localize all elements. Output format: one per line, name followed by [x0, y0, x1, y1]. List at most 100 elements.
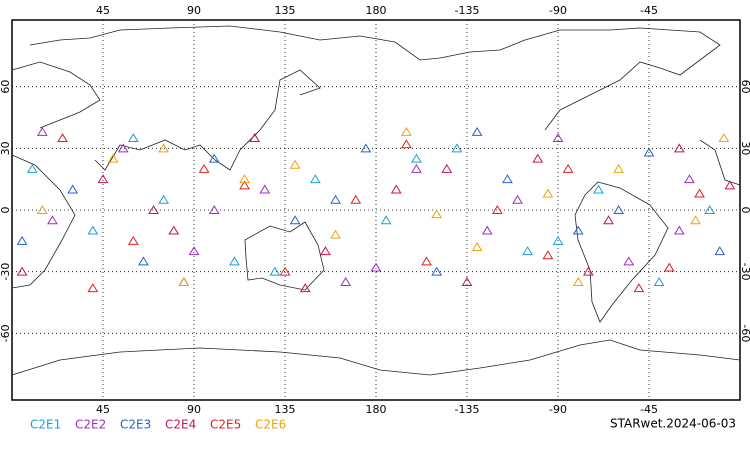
- station-marker: [653, 276, 665, 286]
- station-marker: [97, 174, 109, 184]
- station-marker: [532, 153, 544, 163]
- station-marker: [350, 194, 362, 204]
- station-marker: [451, 143, 463, 153]
- x-tick-label: -90: [549, 403, 567, 416]
- station-marker: [158, 143, 170, 153]
- station-marker: [613, 205, 625, 214]
- station-marker: [663, 262, 675, 272]
- x-tick-label: -90: [549, 4, 567, 17]
- station-marker: [138, 256, 149, 266]
- y-tick-label: 30: [0, 141, 12, 155]
- station-marker: [380, 215, 392, 225]
- y-tick-label: 30: [739, 141, 750, 155]
- station-marker: [542, 188, 554, 198]
- credit: STARwet.2024-06-03: [610, 417, 736, 431]
- station-marker: [623, 256, 635, 266]
- station-marker: [16, 235, 28, 245]
- x-tick-label: 135: [275, 4, 296, 17]
- x-tick-label: -135: [455, 4, 480, 17]
- station-marker: [87, 283, 99, 293]
- station-marker: [431, 209, 443, 219]
- legend-entry: C2E2: [75, 418, 106, 432]
- x-tick-label: -135: [455, 403, 480, 416]
- station-marker: [461, 276, 473, 286]
- station-marker: [552, 133, 564, 143]
- station-marker: [718, 133, 730, 143]
- station-marker: [249, 133, 261, 143]
- station-marker: [562, 163, 574, 173]
- station-marker: [471, 126, 483, 136]
- x-tick-label: 45: [96, 403, 110, 416]
- station-marker: [198, 163, 210, 173]
- legend-entry: C2E6: [255, 418, 286, 432]
- station-marker: [36, 126, 48, 136]
- y-tick-label: 0: [739, 207, 750, 214]
- y-tick-label: -30: [0, 263, 12, 281]
- x-tick-label: 180: [366, 403, 387, 416]
- station-marker: [178, 276, 190, 286]
- station-marker: [694, 188, 705, 198]
- station-marker: [502, 174, 513, 184]
- x-tick-label: 90: [187, 4, 201, 17]
- coastlines: [11, 25, 741, 376]
- station-marker: [633, 283, 645, 293]
- station-marker: [441, 163, 453, 173]
- station-marker: [229, 256, 240, 266]
- x-tick-label: 45: [96, 4, 110, 17]
- station-marker: [522, 246, 534, 256]
- station-marker: [370, 262, 382, 272]
- station-marker: [330, 229, 341, 239]
- station-marker: [491, 205, 503, 214]
- station-marker: [309, 174, 321, 184]
- station-marker: [684, 174, 695, 184]
- station-marker: [239, 180, 250, 190]
- station-marker: [289, 215, 301, 225]
- station-marker: [279, 266, 291, 276]
- station-marker: [57, 133, 68, 143]
- x-tick-label: -45: [640, 4, 658, 17]
- station-marker: [127, 133, 139, 143]
- legend-entry: C2E3: [120, 418, 151, 432]
- station-marker: [593, 184, 604, 194]
- station-marker: [127, 235, 139, 245]
- legend-entry: C2E5: [210, 418, 241, 432]
- station-marker: [360, 143, 372, 153]
- station-marker: [208, 153, 220, 163]
- station-marker: [421, 256, 432, 266]
- station-marker: [643, 147, 655, 157]
- station-marker: [512, 194, 523, 204]
- y-tick-label: 0: [0, 207, 12, 214]
- station-marker: [552, 235, 564, 245]
- legend-entry: C2E1: [30, 418, 61, 432]
- station-marker: [16, 266, 28, 276]
- y-tick-label: -60: [0, 324, 12, 342]
- station-marker: [208, 205, 220, 214]
- station-marker: [603, 215, 614, 225]
- station-marker: [289, 159, 301, 169]
- station-marker: [411, 163, 422, 173]
- station-marker: [320, 246, 331, 256]
- station-marker: [188, 246, 200, 256]
- station-marker: [148, 205, 159, 214]
- station-marker: [168, 225, 180, 235]
- station-marker: [340, 276, 352, 286]
- station-marker: [431, 266, 443, 276]
- station-marker: [471, 242, 483, 251]
- station-marker: [87, 225, 99, 235]
- y-tick-label: -30: [739, 263, 750, 281]
- station-marker: [572, 225, 584, 235]
- station-marker: [613, 163, 625, 173]
- station-marker: [542, 250, 554, 260]
- station-marker: [107, 153, 119, 163]
- x-tick-label: 90: [187, 403, 201, 416]
- station-marker: [330, 194, 341, 204]
- station-marker: [481, 225, 493, 235]
- station-marker: [269, 266, 281, 276]
- y-tick-label: -60: [739, 324, 750, 342]
- station-marker: [572, 276, 584, 286]
- x-tick-label: -45: [640, 403, 658, 416]
- station-marker: [400, 139, 412, 149]
- legend-entry: C2E4: [165, 418, 196, 432]
- station-marker: [36, 205, 48, 214]
